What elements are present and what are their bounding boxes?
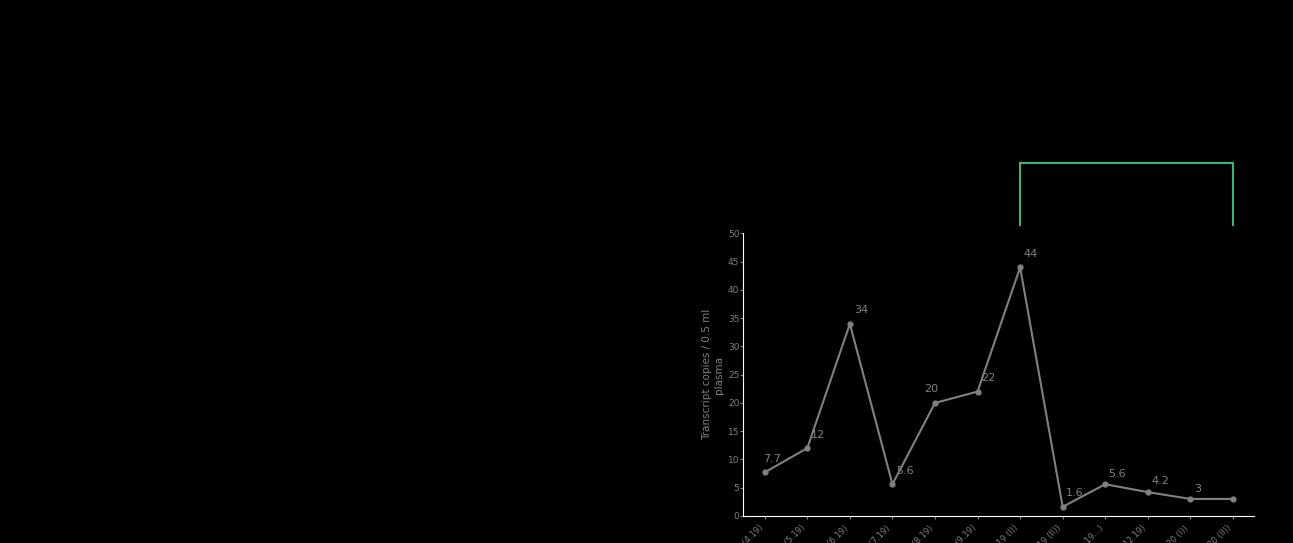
Text: 1.6: 1.6: [1067, 488, 1084, 498]
Text: 34: 34: [855, 305, 869, 315]
Text: 5.6: 5.6: [896, 466, 913, 476]
Text: 22: 22: [981, 373, 996, 383]
Text: 3: 3: [1193, 484, 1201, 494]
Y-axis label: Transcript copies / 0.5 ml
plasma: Transcript copies / 0.5 ml plasma: [702, 309, 724, 440]
Text: 44: 44: [1024, 249, 1038, 259]
Text: Remission: Remission: [852, 70, 1036, 104]
Text: 20: 20: [924, 384, 939, 394]
Text: 12: 12: [811, 430, 825, 440]
Text: 4.2: 4.2: [1151, 477, 1169, 487]
Text: 7.7: 7.7: [763, 454, 781, 464]
Text: 5.6: 5.6: [1108, 469, 1126, 478]
